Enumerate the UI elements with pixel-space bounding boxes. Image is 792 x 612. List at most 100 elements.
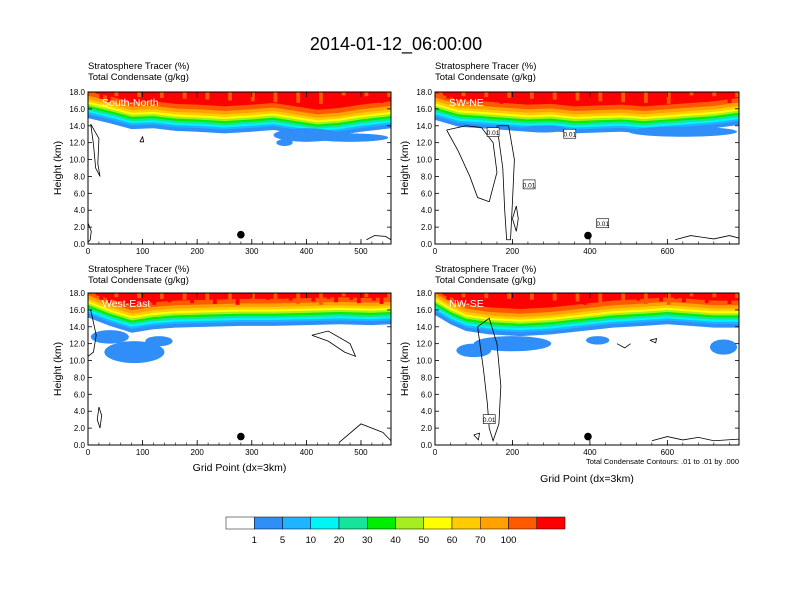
tracer-spike bbox=[674, 293, 679, 299]
tracer-spike bbox=[266, 92, 270, 99]
tracer-spike bbox=[114, 92, 119, 97]
tracer-spike bbox=[644, 293, 648, 304]
condensate-contour bbox=[496, 125, 515, 241]
x-axis-label: Grid Point (dx=3km) bbox=[540, 473, 634, 485]
y-tick-label: 18.0 bbox=[69, 289, 85, 298]
colorbar-swatch bbox=[451, 516, 481, 530]
tracer-spike bbox=[349, 92, 354, 99]
y-tick-label: 16.0 bbox=[416, 105, 432, 114]
tracer-spike bbox=[243, 293, 248, 299]
tracer-spike bbox=[258, 293, 263, 297]
tracer-blob bbox=[276, 139, 293, 147]
y-tick-label: 4.0 bbox=[421, 206, 433, 215]
y-tick-label: 14.0 bbox=[416, 122, 432, 131]
colorbar-label: 20 bbox=[334, 535, 345, 546]
tracer-spike bbox=[720, 293, 724, 301]
tracer-spike bbox=[296, 92, 301, 103]
y-tick-label: 18.0 bbox=[416, 88, 432, 97]
tracer-spike bbox=[469, 92, 473, 100]
y-tick-label: 18.0 bbox=[69, 88, 85, 97]
plot-frame bbox=[434, 292, 740, 446]
tracer-spike bbox=[590, 92, 595, 98]
y-tick-label: 2.0 bbox=[421, 424, 433, 433]
contour-label: 0.01 bbox=[563, 132, 576, 139]
tracer-spike bbox=[364, 92, 369, 97]
colorbar-swatch bbox=[254, 516, 283, 530]
tracer-spike bbox=[514, 92, 519, 102]
tracer-spike bbox=[372, 293, 376, 301]
condensate-contour bbox=[366, 235, 391, 241]
panel-header-line: Stratosphere Tracer (%) bbox=[88, 61, 189, 72]
y-tick-label: 8.0 bbox=[74, 373, 86, 382]
tracer-field: 0.01 bbox=[435, 293, 739, 443]
colorbar-swatch bbox=[310, 516, 340, 530]
tracer-spike bbox=[137, 293, 142, 299]
tracer-spike bbox=[712, 92, 717, 97]
tracer-spike bbox=[674, 92, 679, 98]
tracer-spike bbox=[522, 293, 527, 297]
tracer-spike bbox=[212, 293, 217, 304]
tracer-spike bbox=[697, 293, 701, 300]
colorbar-swatch bbox=[395, 516, 424, 530]
tracer-spike bbox=[720, 92, 724, 100]
tracer-spike bbox=[228, 293, 232, 302]
tracer-spike bbox=[129, 92, 134, 103]
tracer-spike bbox=[682, 293, 686, 303]
panel-3: West-East Stratosphere Tracer (%)Total Co… bbox=[52, 264, 392, 474]
condensate-contour bbox=[477, 317, 502, 443]
tracer-spike bbox=[476, 293, 481, 304]
tracer-spike bbox=[735, 293, 739, 299]
tracer-spike bbox=[636, 92, 641, 100]
x-tick-label: 100 bbox=[136, 448, 150, 457]
x-tick-label: 300 bbox=[245, 247, 259, 256]
tracer-spike bbox=[281, 92, 285, 97]
y-tick-label: 6.0 bbox=[421, 390, 433, 399]
x-tick-label: 200 bbox=[191, 247, 205, 256]
tracer-spike bbox=[659, 293, 663, 302]
x-tick-label: 0 bbox=[433, 247, 438, 256]
tracer-spike bbox=[159, 92, 164, 98]
tracer-spike bbox=[530, 92, 534, 99]
tracer-spike bbox=[311, 293, 316, 302]
y-tick-label: 16.0 bbox=[69, 306, 85, 315]
tracer-spike bbox=[689, 92, 694, 96]
tracer-spike bbox=[303, 92, 308, 98]
contour-label-box bbox=[522, 179, 536, 190]
tracer-spike bbox=[281, 293, 285, 298]
colorbar-swatch bbox=[423, 516, 453, 530]
colorbar-swatch bbox=[338, 516, 368, 530]
tracer-spike bbox=[507, 92, 511, 98]
colorbar-swatch bbox=[225, 516, 255, 530]
tracer-spike bbox=[326, 293, 331, 299]
tracer-spike bbox=[704, 92, 709, 103]
tracer-spike bbox=[91, 293, 96, 297]
tracer-spike bbox=[697, 92, 701, 99]
tracer-spike bbox=[364, 293, 369, 298]
y-tick-label: 0.0 bbox=[421, 240, 433, 249]
tracer-spike bbox=[91, 92, 96, 96]
tracer-spike bbox=[689, 293, 694, 297]
plot-frame bbox=[434, 91, 740, 245]
tracer-spike bbox=[492, 293, 496, 302]
tracer-spike bbox=[106, 293, 111, 304]
tracer-spike bbox=[704, 293, 709, 304]
condensate-contour bbox=[90, 123, 101, 177]
tracer-spike bbox=[484, 293, 489, 299]
condensate-contour bbox=[338, 423, 391, 443]
tracer-spikes bbox=[438, 293, 739, 305]
x-tick-label: 0 bbox=[86, 448, 91, 457]
colorbar-swatch bbox=[367, 516, 396, 530]
tracer-spike bbox=[606, 92, 610, 96]
tracer-spike bbox=[659, 92, 663, 101]
tracer-spike bbox=[220, 293, 225, 299]
contour-label-box bbox=[486, 127, 500, 137]
tracer-spike bbox=[560, 92, 565, 103]
x-tick-label: 200 bbox=[191, 448, 205, 457]
tracer-spike bbox=[99, 92, 104, 99]
tracer-spike bbox=[651, 92, 656, 98]
tracer-spike bbox=[484, 92, 489, 98]
y-tick-label: 16.0 bbox=[416, 306, 432, 315]
condensate-contour bbox=[446, 125, 498, 203]
tracer-spike bbox=[220, 92, 225, 98]
tracer-spike bbox=[590, 293, 595, 299]
